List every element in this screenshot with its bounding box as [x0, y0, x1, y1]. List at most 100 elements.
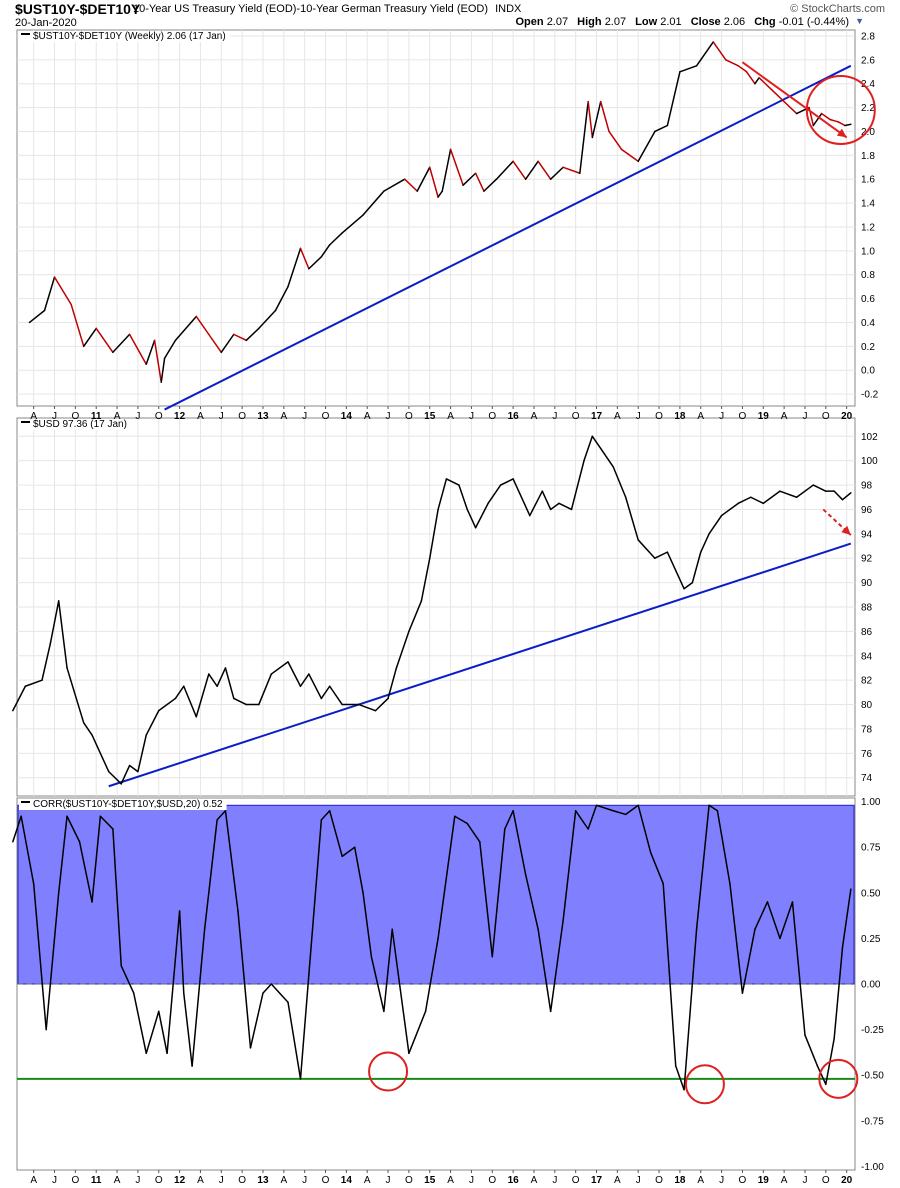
x-tick-label: 13	[257, 411, 269, 422]
series-segment	[424, 937, 439, 1013]
series-segment	[416, 166, 431, 192]
x-tick-label: O	[739, 411, 747, 422]
series-segment	[107, 770, 122, 785]
series-segment	[537, 928, 552, 1013]
y-tick-label: 1.6	[861, 175, 875, 186]
y-tick-label: 0.6	[861, 294, 875, 305]
y-tick-label: 102	[861, 432, 878, 443]
series-segment	[308, 819, 323, 976]
high-value: 2.07	[604, 16, 627, 28]
series-segment	[654, 124, 669, 133]
y-tick-label: 90	[861, 578, 873, 589]
series-segment	[145, 709, 160, 736]
y-tick-label: 2.4	[861, 79, 875, 90]
series-segment	[812, 112, 823, 127]
x-tick-label: 19	[758, 1175, 770, 1186]
x-tick-label: J	[469, 1175, 474, 1186]
series-segment	[720, 502, 740, 517]
series-segment	[654, 551, 669, 559]
series-segment	[66, 815, 81, 843]
x-tick-label: J	[52, 1175, 57, 1186]
x-tick-label: 12	[174, 411, 186, 422]
series-segment	[512, 810, 527, 876]
series-segment	[758, 76, 773, 91]
series-segment	[620, 148, 639, 163]
trendline	[164, 64, 852, 411]
series-segment	[137, 734, 147, 773]
series-segment	[403, 178, 418, 192]
series-segment	[20, 815, 35, 885]
x-tick-label: A	[697, 1175, 704, 1186]
x-tick-label: O	[739, 1175, 747, 1186]
series-segment	[374, 697, 389, 712]
y-tick-label: -1.00	[861, 1162, 884, 1173]
x-tick-label: J	[636, 411, 641, 422]
series-segment	[754, 901, 769, 931]
y-tick-label: 2.0	[861, 127, 875, 138]
series-segment	[82, 722, 93, 736]
series-segment	[445, 478, 460, 486]
series-segment	[716, 810, 731, 885]
series-segment	[299, 673, 310, 688]
x-tick-label: 18	[674, 1175, 686, 1186]
annotation-circle	[818, 1058, 859, 1099]
series-segment	[328, 685, 343, 706]
series-segment	[699, 533, 710, 553]
x-tick-label: A	[280, 411, 287, 422]
series-segment	[841, 492, 852, 501]
series-segment	[145, 339, 156, 365]
series-segment	[741, 928, 756, 994]
series-segment	[216, 667, 227, 688]
x-tick-label: A	[781, 411, 788, 422]
series-segment	[224, 810, 239, 912]
series-segment	[579, 100, 589, 174]
x-tick-label: J	[636, 1175, 641, 1186]
series-segment	[99, 815, 114, 830]
x-tick-label: 14	[341, 1175, 353, 1186]
x-tick-label: J	[302, 1175, 307, 1186]
series-segment	[466, 508, 477, 529]
series-segment	[362, 892, 373, 958]
series-segment	[57, 600, 68, 669]
series-segment	[249, 992, 264, 1049]
series-segment	[43, 276, 56, 312]
series-segment	[12, 685, 27, 712]
x-tick-label: A	[364, 1175, 371, 1186]
x-tick-label: A	[614, 411, 621, 422]
x-tick-label: J	[302, 411, 307, 422]
x-tick-label: O	[655, 411, 663, 422]
trendline	[108, 542, 852, 788]
series-segment	[583, 435, 594, 462]
legend-swatch	[21, 421, 30, 423]
y-tick-label: 80	[861, 700, 873, 711]
legend-label: $USD 97.36 (17 Jan)	[33, 419, 127, 430]
series-segment	[562, 810, 577, 921]
y-tick-label: 98	[861, 481, 873, 492]
series-segment	[166, 910, 181, 1055]
x-tick-label: A	[614, 1175, 621, 1186]
x-tick-label: A	[280, 1175, 287, 1186]
series-segment	[779, 490, 798, 499]
x-tick-label: 11	[91, 411, 102, 422]
y-tick-label: 0.8	[861, 270, 875, 281]
series-segment	[495, 160, 514, 180]
series-segment	[829, 118, 840, 123]
series-segment	[844, 123, 852, 127]
dropdown-triangle-icon[interactable]: ▼	[855, 16, 864, 26]
series-segment	[216, 810, 227, 821]
series-segment	[320, 810, 331, 821]
series-segment	[624, 496, 639, 541]
series-segment	[816, 1065, 827, 1086]
y-tick-label: 84	[861, 651, 873, 662]
legend-label: CORR($UST10Y-$DET10Y,$USD,20) 0.52	[33, 799, 223, 810]
series-segment	[91, 734, 110, 773]
series-segment	[587, 804, 598, 830]
stockcharts-credit[interactable]: © StockCharts.com	[790, 3, 885, 15]
chg-value: -0.01 (-0.44%)	[778, 16, 849, 28]
series-segment	[637, 130, 656, 163]
x-tick-label: 12	[174, 1175, 186, 1186]
x-tick-label: J	[52, 411, 57, 422]
y-tick-label: -0.75	[861, 1116, 884, 1127]
y-tick-label: 94	[861, 529, 873, 540]
x-tick-label: A	[447, 1175, 454, 1186]
